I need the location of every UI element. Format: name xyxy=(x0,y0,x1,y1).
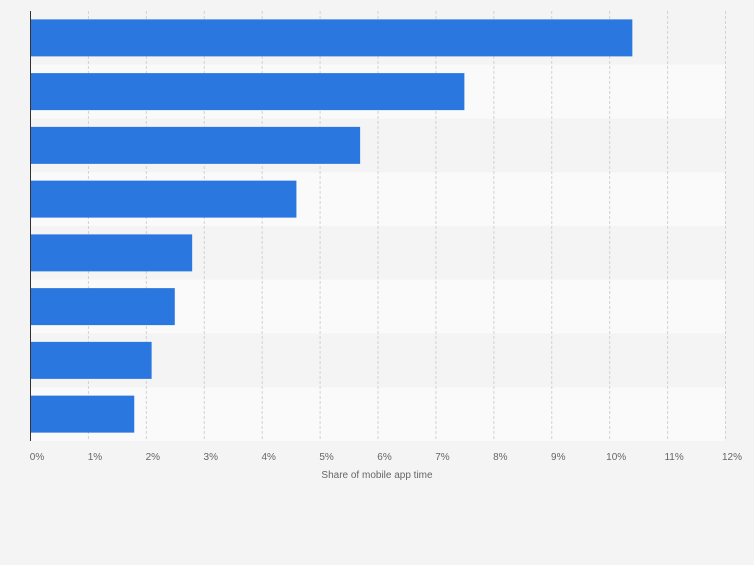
x-tick-label: 2% xyxy=(146,452,161,463)
x-tick-label: 8% xyxy=(493,452,508,463)
x-tick-label: 9% xyxy=(551,452,566,463)
bar xyxy=(30,73,465,111)
bar xyxy=(30,19,633,57)
bar xyxy=(30,234,193,272)
x-tick-label: 10% xyxy=(606,452,626,463)
bar xyxy=(30,180,297,218)
x-tick-label: 12% xyxy=(722,452,742,463)
x-tick-label: 6% xyxy=(377,452,392,463)
x-tick-label: 0% xyxy=(30,452,45,463)
bar xyxy=(30,288,175,326)
x-tick-label: 7% xyxy=(435,452,450,463)
x-tick-label: 1% xyxy=(88,452,103,463)
bar xyxy=(30,341,152,379)
bar xyxy=(30,395,135,433)
bar xyxy=(30,126,361,164)
x-tick-label: 4% xyxy=(261,452,276,463)
x-tick-label: 11% xyxy=(664,452,683,463)
x-tick-labels: 0% 1% 2% 3% 4% 5% 6% 7% 8% 9% 10% 11% 12% xyxy=(30,452,742,463)
x-tick-label: 5% xyxy=(319,452,334,463)
x-axis-label: Share of mobile app time xyxy=(321,470,433,481)
x-tick-label: 3% xyxy=(204,452,219,463)
bars xyxy=(30,19,633,433)
